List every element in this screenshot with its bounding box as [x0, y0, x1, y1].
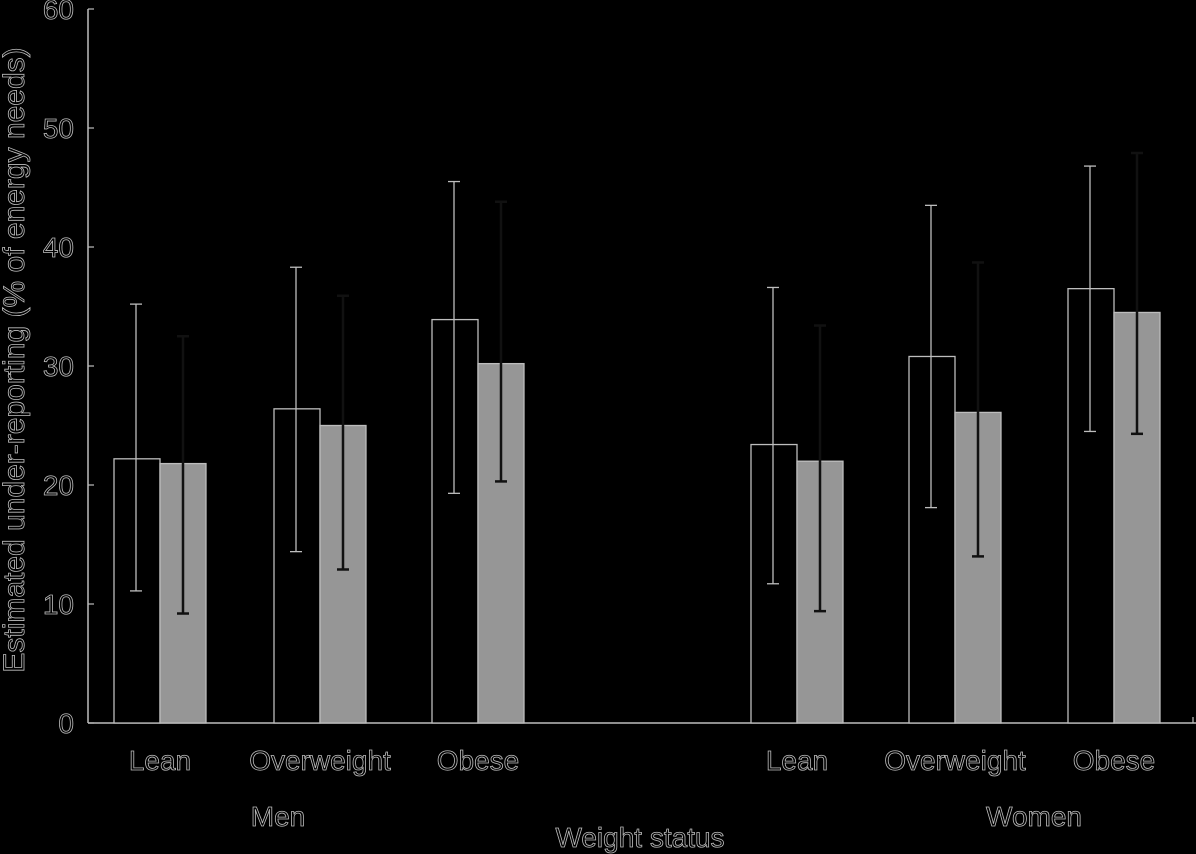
category-label: Obese: [1073, 745, 1156, 776]
x-axis-label: Weight status: [555, 822, 724, 853]
y-tick-label: 60: [43, 0, 74, 25]
category-labels: Lean Overweight Obese Lean Overweight Obese: [128, 745, 1156, 777]
y-tick-label: 0: [58, 708, 74, 739]
category-label: Lean: [766, 745, 828, 776]
grey-bar-men-overweight: [319, 424, 367, 724]
open-bar-women-obese: [1067, 287, 1115, 724]
y-tick-labels: 0 10 20 30 40 50 60: [42, 0, 74, 739]
category-label: Lean: [129, 745, 191, 776]
y-tick-label: 40: [43, 232, 74, 263]
axes: [87, 8, 1196, 724]
y-tick-label: 30: [43, 351, 74, 382]
open-bar-men-overweight: [273, 408, 321, 724]
category-label: Overweight: [249, 745, 391, 776]
group-label-men: Men: [251, 801, 305, 832]
y-tick-label: 10: [43, 589, 74, 620]
category-label: Overweight: [884, 745, 1026, 776]
group-label-women: Women: [986, 801, 1082, 832]
y-tick-label: 50: [43, 113, 74, 144]
category-label: Obese: [437, 745, 520, 776]
open-bar-men-obese: [431, 318, 479, 724]
y-axis-label: Estimated under-reporting (% of energy n…: [0, 47, 31, 672]
y-tick-label: 20: [43, 470, 74, 501]
open-bar-women-overweight: [908, 355, 956, 724]
bars: [113, 287, 1161, 724]
error-bars: [130, 151, 1143, 615]
